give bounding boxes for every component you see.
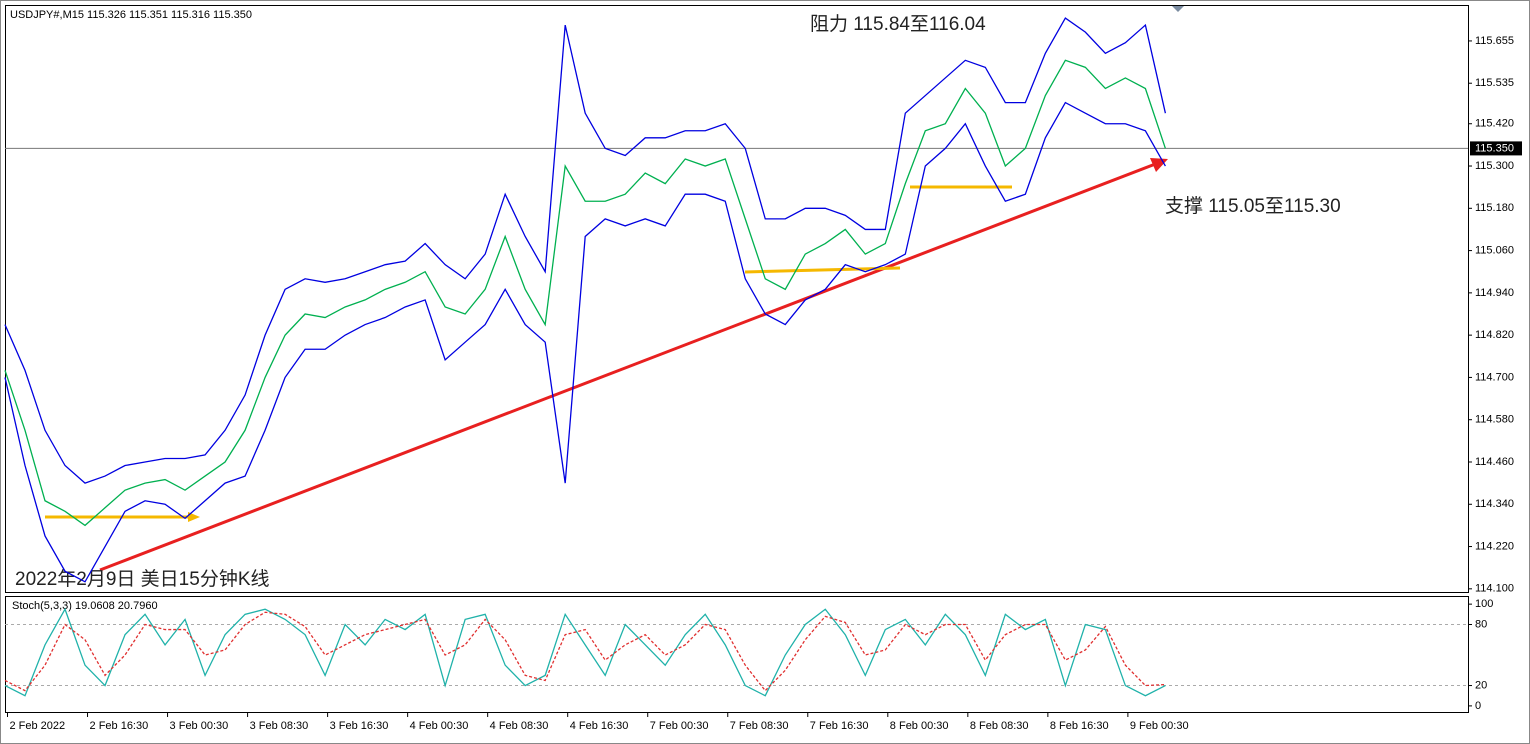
shift-marker (1172, 6, 1184, 12)
series-line (4, 611, 1166, 692)
x-tick-label: 7 Feb 00:30 (650, 720, 709, 732)
y-tick-label: 115.300 (1475, 160, 1514, 172)
y-tick-label: 115.655 (1475, 35, 1514, 47)
resistance-note: 阻力 115.84至116.04 (810, 13, 986, 35)
y-tick-label: 114.460 (1475, 456, 1514, 468)
y-tick-label: 100 (1475, 598, 1493, 610)
y-tick-label: 0 (1475, 700, 1481, 712)
trend-line (99, 161, 1159, 572)
x-tick-label: 3 Feb 16:30 (330, 720, 389, 732)
y-tick-label: 114.940 (1475, 287, 1514, 299)
x-tick-label: 7 Feb 08:30 (730, 720, 789, 732)
y-tick-label: 20 (1475, 679, 1487, 691)
x-tick-label: 8 Feb 16:30 (1050, 720, 1109, 732)
chart-header: USDJPY#,M15 115.326 115.351 115.316 115.… (10, 9, 252, 21)
y-tick-label: 114.700 (1475, 371, 1514, 383)
main-panel (5, 5, 1469, 593)
series-line (4, 607, 1166, 697)
stoch-panel (5, 596, 1469, 713)
y-tick-label: 114.820 (1475, 329, 1514, 341)
x-tick-label: 8 Feb 08:30 (970, 720, 1029, 732)
x-tick-label: 9 Feb 00:30 (1130, 720, 1189, 732)
series-line (4, 101, 1166, 583)
y-tick-label: 114.340 (1475, 498, 1514, 510)
stoch-header: Stoch(5,3,3) 19.0608 20.7960 (12, 600, 158, 612)
series-line (4, 17, 1167, 484)
current-price-box (1470, 141, 1522, 156)
x-tick-label: 4 Feb 16:30 (570, 720, 629, 732)
y-tick-label: 80 (1475, 618, 1487, 630)
y-tick-label: 115.060 (1475, 244, 1514, 256)
x-tick-label: 2 Feb 16:30 (90, 720, 149, 732)
x-tick-label: 4 Feb 00:30 (410, 720, 469, 732)
chart-caption: 2022年2月9日 美日15分钟K线 (15, 568, 270, 590)
x-tick-label: 8 Feb 00:30 (890, 720, 949, 732)
y-tick-label: 115.180 (1475, 202, 1514, 214)
x-tick-label: 7 Feb 16:30 (810, 720, 869, 732)
arrow-head (188, 512, 200, 522)
x-tick-label: 3 Feb 08:30 (250, 720, 309, 732)
x-tick-label: 3 Feb 00:30 (170, 720, 229, 732)
current-price-label: 115.350 (1475, 142, 1514, 154)
y-tick-label: 114.580 (1475, 414, 1514, 426)
x-tick-label: 4 Feb 08:30 (490, 720, 549, 732)
x-tick-label: 2 Feb 2022 (10, 720, 66, 732)
support-note: 支撑 115.05至115.30 (1165, 195, 1341, 217)
y-tick-label: 114.100 (1475, 583, 1514, 595)
series-line (4, 59, 1167, 527)
y-tick-label: 115.420 (1475, 118, 1514, 130)
y-tick-label: 114.220 (1475, 540, 1514, 552)
y-tick-label: 115.535 (1475, 77, 1514, 89)
